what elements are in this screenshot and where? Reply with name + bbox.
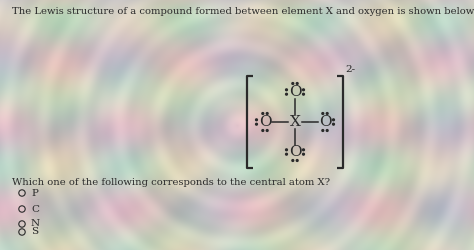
Circle shape: [333, 119, 334, 121]
Text: Which one of the following corresponds to the central atom X?: Which one of the following corresponds t…: [12, 178, 330, 187]
Circle shape: [286, 149, 287, 151]
Text: N: N: [31, 220, 40, 228]
Circle shape: [292, 160, 294, 162]
Circle shape: [262, 130, 264, 132]
Text: C: C: [31, 204, 39, 214]
Circle shape: [255, 123, 257, 125]
Circle shape: [286, 89, 287, 91]
Text: The Lewis structure of a compound formed between element X and oxygen is shown b: The Lewis structure of a compound formed…: [12, 7, 474, 16]
Circle shape: [296, 160, 298, 162]
Circle shape: [262, 112, 264, 114]
Text: S: S: [31, 228, 38, 236]
Text: P: P: [31, 188, 38, 198]
Circle shape: [302, 93, 304, 95]
Circle shape: [302, 153, 304, 155]
Text: O: O: [259, 115, 271, 129]
Circle shape: [326, 130, 328, 132]
Text: O: O: [319, 115, 331, 129]
Text: X: X: [290, 115, 301, 129]
Text: 2-: 2-: [345, 65, 355, 74]
Text: O: O: [289, 145, 301, 159]
Circle shape: [286, 93, 287, 95]
Circle shape: [266, 112, 268, 114]
Circle shape: [326, 112, 328, 114]
Circle shape: [255, 119, 257, 121]
Circle shape: [322, 130, 324, 132]
Circle shape: [292, 82, 294, 84]
Circle shape: [286, 153, 287, 155]
Circle shape: [302, 89, 304, 91]
Circle shape: [322, 112, 324, 114]
Text: O: O: [289, 85, 301, 99]
Circle shape: [296, 82, 298, 84]
Circle shape: [333, 123, 334, 125]
Circle shape: [266, 130, 268, 132]
Circle shape: [302, 149, 304, 151]
